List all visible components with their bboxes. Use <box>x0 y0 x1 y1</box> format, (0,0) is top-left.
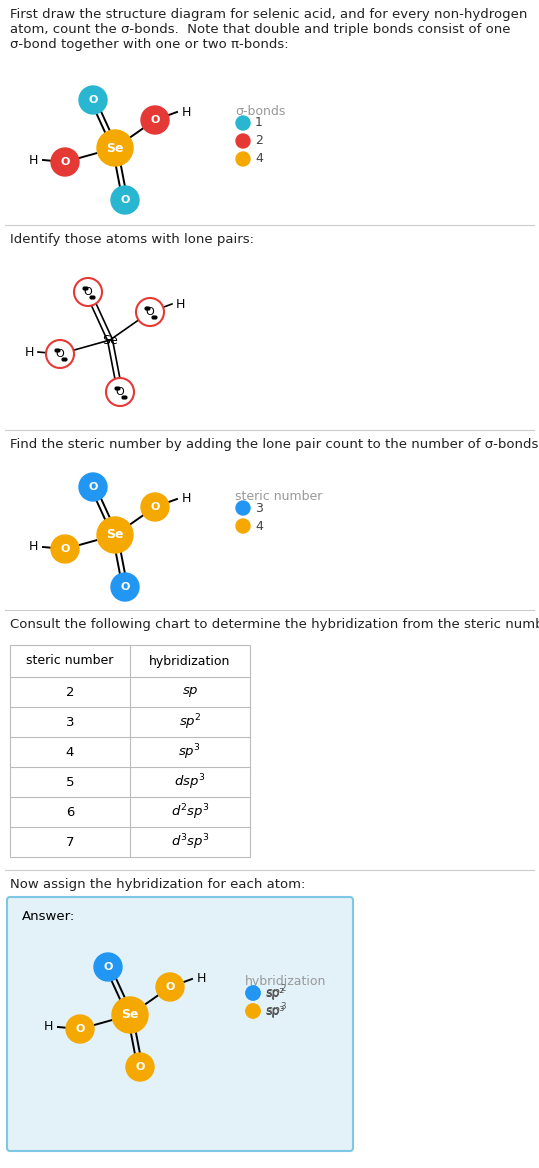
Text: σ-bonds: σ-bonds <box>235 105 285 118</box>
Circle shape <box>97 130 133 166</box>
Text: H: H <box>29 541 38 554</box>
Circle shape <box>94 953 122 981</box>
Text: Se: Se <box>102 334 118 347</box>
Circle shape <box>111 186 139 214</box>
Text: hybridization: hybridization <box>245 975 327 988</box>
Circle shape <box>97 517 133 552</box>
Circle shape <box>246 1004 260 1018</box>
Text: $d^{3}sp^{3}$: $d^{3}sp^{3}$ <box>171 832 209 851</box>
Text: Identify those atoms with lone pairs:: Identify those atoms with lone pairs: <box>10 232 254 246</box>
Text: 2: 2 <box>66 686 74 698</box>
Text: First draw the structure diagram for selenic acid, and for every non-hydrogen
at: First draw the structure diagram for sel… <box>10 8 527 51</box>
Text: H: H <box>197 973 206 986</box>
Text: 4: 4 <box>255 520 263 533</box>
Text: Se: Se <box>106 528 124 542</box>
Text: O: O <box>60 544 70 554</box>
Circle shape <box>126 1054 154 1082</box>
Text: O: O <box>150 502 160 512</box>
Text: O: O <box>84 287 92 297</box>
Circle shape <box>66 1015 94 1043</box>
Text: H: H <box>176 298 185 311</box>
Text: O: O <box>146 307 154 317</box>
FancyBboxPatch shape <box>7 897 353 1150</box>
Circle shape <box>246 1004 260 1018</box>
Text: O: O <box>120 582 130 592</box>
Bar <box>10 645 250 857</box>
Text: O: O <box>150 114 160 125</box>
Text: $dsp^{3}$: $dsp^{3}$ <box>174 772 206 792</box>
Text: sp³: sp³ <box>265 1004 285 1017</box>
Text: $sp^{2}$: $sp^{2}$ <box>265 983 287 1003</box>
Text: 4: 4 <box>66 745 74 758</box>
Text: sp²: sp² <box>265 987 285 1000</box>
Circle shape <box>136 298 164 326</box>
Text: Find the steric number by adding the lone pair count to the number of σ-bonds:: Find the steric number by adding the lon… <box>10 438 539 451</box>
Circle shape <box>79 86 107 114</box>
Circle shape <box>112 997 148 1033</box>
Text: 5: 5 <box>66 776 74 788</box>
Text: Now assign the hybridization for each atom:: Now assign the hybridization for each at… <box>10 878 306 891</box>
Text: $sp$: $sp$ <box>182 684 198 698</box>
Circle shape <box>236 152 250 166</box>
Text: O: O <box>120 195 130 206</box>
Text: H: H <box>29 153 38 167</box>
Text: $d^{2}sp^{3}$: $d^{2}sp^{3}$ <box>171 802 209 822</box>
Circle shape <box>51 148 79 176</box>
Text: H: H <box>25 346 34 359</box>
Text: 7: 7 <box>66 835 74 848</box>
Text: steric number: steric number <box>235 491 322 503</box>
Circle shape <box>236 116 250 130</box>
Circle shape <box>111 573 139 602</box>
Text: Se: Se <box>106 141 124 154</box>
Circle shape <box>51 535 79 563</box>
Text: O: O <box>60 157 70 167</box>
Text: O: O <box>56 349 64 359</box>
Text: Answer:: Answer: <box>22 910 75 923</box>
Text: 4: 4 <box>255 153 263 166</box>
Circle shape <box>141 106 169 134</box>
Text: Consult the following chart to determine the hybridization from the steric numbe: Consult the following chart to determine… <box>10 618 539 631</box>
Text: O: O <box>103 962 113 972</box>
Text: H: H <box>182 493 191 506</box>
Circle shape <box>156 973 184 1001</box>
Circle shape <box>246 986 260 1000</box>
Text: $sp^{2}$: $sp^{2}$ <box>178 712 202 732</box>
Circle shape <box>236 519 250 533</box>
Text: H: H <box>44 1021 53 1034</box>
Text: Se: Se <box>121 1008 139 1022</box>
Text: steric number: steric number <box>26 654 114 667</box>
Circle shape <box>106 378 134 406</box>
Text: 1: 1 <box>255 117 263 130</box>
Text: 3: 3 <box>66 716 74 729</box>
Text: H: H <box>182 105 191 118</box>
Text: $sp^{3}$: $sp^{3}$ <box>265 1001 287 1021</box>
Circle shape <box>236 134 250 148</box>
Text: O: O <box>88 95 98 105</box>
Text: O: O <box>116 387 125 397</box>
Text: 3: 3 <box>255 501 263 514</box>
Circle shape <box>46 340 74 368</box>
Text: O: O <box>88 482 98 492</box>
Text: 6: 6 <box>66 806 74 819</box>
Circle shape <box>74 278 102 306</box>
Text: O: O <box>75 1024 85 1034</box>
Text: O: O <box>135 1062 144 1072</box>
Text: $sp^{3}$: $sp^{3}$ <box>178 742 202 762</box>
Circle shape <box>236 501 250 515</box>
Text: hybridization: hybridization <box>149 654 231 667</box>
Circle shape <box>141 493 169 521</box>
Text: O: O <box>165 982 175 992</box>
Text: 2: 2 <box>255 134 263 147</box>
Circle shape <box>79 473 107 501</box>
Circle shape <box>246 986 260 1000</box>
